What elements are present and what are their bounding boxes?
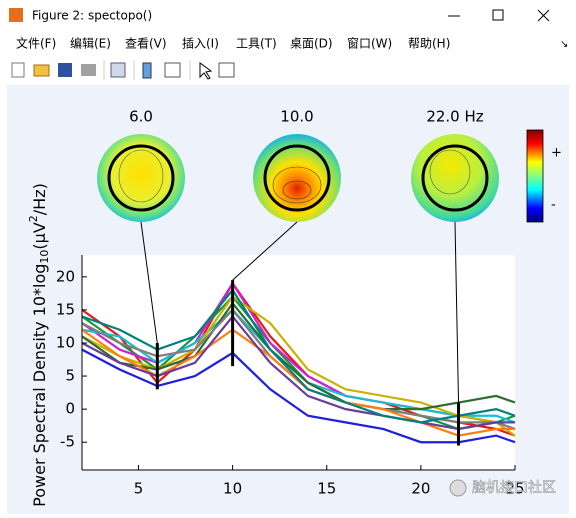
window-title: Figure 2: spectopo() (32, 9, 152, 23)
topomap (97, 134, 185, 222)
x-tick-label: 25 (505, 480, 524, 498)
topomaps (97, 134, 499, 222)
watermark-icon (449, 479, 467, 497)
legend-icon[interactable] (164, 62, 181, 78)
ylabel-sub: 10 (38, 250, 51, 264)
x-tick-label: 15 (317, 480, 336, 498)
colorbar (526, 129, 544, 223)
x-tick-label: 10 (223, 480, 242, 498)
close-button[interactable] (537, 9, 550, 22)
ylabel-part: /Hz) (30, 183, 49, 215)
colorbar-label: - (551, 198, 556, 213)
menu-item[interactable]: 文件(F) (16, 36, 56, 51)
head-outline (263, 144, 331, 212)
y-tick-label: 0 (65, 400, 75, 418)
menu-item[interactable]: 窗口(W) (347, 37, 392, 51)
menu-item[interactable]: 编辑(E) (70, 36, 111, 51)
toolbar-icons (11, 60, 235, 80)
menu-item[interactable]: 帮助(H) (408, 37, 450, 51)
colorbar-label: + (551, 146, 562, 161)
topomap (253, 134, 341, 222)
print-icon[interactable] (81, 64, 96, 76)
ylabel-part: (μV (30, 222, 49, 249)
contour (429, 149, 471, 195)
menu-arrow[interactable]: ↘ (560, 39, 568, 50)
connector (454, 221, 460, 403)
head-outline (107, 144, 175, 212)
y-tick-label: -5 (60, 433, 75, 451)
colorbar-icon[interactable] (142, 62, 152, 79)
y-axis-label: Power Spectral Density 10*log10(μV2/Hz) (27, 183, 51, 507)
title-bar (0, 0, 576, 30)
y-tick-label: 5 (65, 367, 75, 385)
menu-bar (0, 32, 576, 56)
menu-item[interactable]: 工具(T) (236, 37, 277, 51)
menu-item[interactable]: 桌面(D) (290, 37, 333, 51)
menu-item[interactable]: 插入(I) (182, 37, 219, 51)
app-icon (9, 8, 23, 22)
open-icon[interactable] (33, 64, 50, 77)
save-icon[interactable] (58, 63, 72, 77)
topomap-label: 10.0 (280, 108, 313, 126)
head-outline (421, 144, 489, 212)
ylabel-sup: 2 (27, 215, 40, 222)
contour (118, 149, 164, 203)
maximize-button[interactable] (492, 9, 504, 21)
pointer-icon[interactable] (199, 62, 213, 80)
link-icon[interactable] (110, 62, 126, 78)
property-icon[interactable] (218, 62, 235, 78)
new-icon[interactable] (11, 62, 25, 78)
y-tick-label: 10 (56, 333, 75, 351)
topomap-label: 6.0 (129, 108, 153, 126)
contour (282, 180, 312, 200)
topomap (411, 134, 499, 222)
y-tick-label: 15 (56, 300, 75, 318)
watermark: 脑机接口社区 (472, 479, 556, 496)
x-tick-label: 5 (134, 480, 144, 498)
connector (232, 221, 298, 281)
menu-item[interactable]: 查看(V) (125, 37, 167, 51)
x-tick-label: 20 (411, 480, 430, 498)
topomap-label: 22.0 Hz (426, 108, 483, 126)
contour (272, 166, 322, 204)
connector (140, 221, 158, 344)
y-tick-label: 20 (56, 267, 75, 285)
ylabel-part: Power Spectral Density 10*log (30, 264, 49, 507)
